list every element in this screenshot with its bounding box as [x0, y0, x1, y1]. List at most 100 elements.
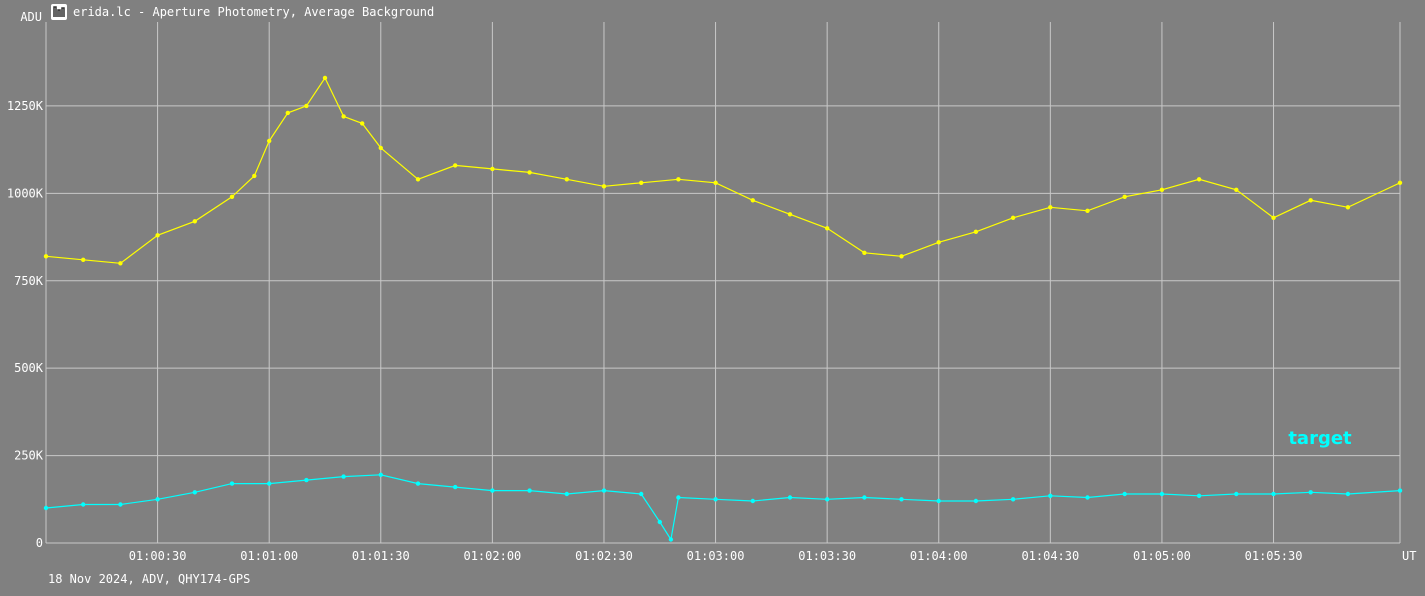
data-point [415, 177, 421, 182]
data-point [1271, 491, 1276, 497]
x-tick-label: 01:04:30 [1021, 549, 1079, 563]
data-point [252, 173, 257, 179]
data-point [713, 497, 718, 502]
data-point [118, 502, 123, 507]
data-point [43, 254, 49, 259]
target-series-label: target [1288, 428, 1352, 449]
light-curve-app-icon-glyph [53, 6, 65, 17]
x-axis-label: UT [1402, 549, 1416, 563]
data-point [81, 502, 86, 507]
data-point [1010, 215, 1016, 220]
data-point [415, 481, 421, 486]
data-point [155, 233, 160, 238]
data-point [750, 498, 755, 504]
data-point [1308, 198, 1313, 203]
data-point [1271, 215, 1276, 220]
data-point [1308, 490, 1313, 495]
data-point [973, 229, 979, 234]
data-point [601, 184, 607, 189]
data-point [973, 498, 979, 504]
data-point [229, 481, 235, 486]
data-point [1048, 493, 1053, 498]
y-tick-label: 0 [36, 536, 43, 550]
data-point [490, 488, 495, 493]
data-point [304, 103, 309, 109]
x-tick-label: 01:03:00 [687, 549, 745, 563]
data-point [1122, 194, 1127, 199]
data-point [936, 240, 941, 245]
x-tick-label: 01:05:30 [1245, 549, 1303, 563]
data-point [341, 114, 346, 119]
x-tick-label: 01:03:30 [798, 549, 856, 563]
window-title: erida.lc - Aperture Photometry, Average … [73, 5, 435, 19]
data-point [192, 219, 197, 224]
data-point [787, 212, 793, 217]
y-tick-label: 750K [14, 274, 44, 288]
x-tick-label: 01:01:00 [240, 549, 298, 563]
data-point [527, 170, 532, 175]
data-point [1397, 180, 1403, 185]
data-point [1345, 491, 1351, 497]
data-point [43, 505, 49, 511]
data-point [360, 121, 365, 126]
data-point [899, 497, 904, 502]
data-point [1234, 491, 1239, 497]
data-point [527, 488, 532, 493]
series-line-1 [45, 474, 1401, 542]
x-tick-label: 01:02:30 [575, 549, 633, 563]
data-point [1196, 177, 1202, 182]
data-point [155, 497, 160, 502]
data-point [862, 495, 867, 500]
data-point [564, 491, 569, 497]
data-point [676, 495, 681, 500]
data-point [285, 110, 290, 116]
x-tick-label: 01:04:00 [910, 549, 968, 563]
data-point [1397, 488, 1403, 493]
x-tick-label: 01:00:30 [129, 549, 187, 563]
x-tick-label: 01:01:30 [352, 549, 410, 563]
data-point [1010, 497, 1016, 502]
data-point [453, 163, 458, 168]
data-point [899, 254, 904, 259]
data-point [490, 166, 495, 172]
y-tick-label: 500K [14, 361, 44, 375]
data-point [267, 138, 272, 144]
data-point [668, 537, 674, 542]
x-tick-label: 01:02:00 [463, 549, 521, 563]
window-title-bar: erida.lc - Aperture Photometry, Average … [51, 3, 434, 21]
data-point [118, 261, 123, 266]
data-point [453, 484, 458, 490]
data-point [1345, 205, 1351, 210]
data-point [267, 481, 272, 486]
light-curve-app-icon[interactable] [51, 4, 67, 20]
data-point [639, 491, 644, 497]
data-point [341, 474, 346, 479]
data-point [713, 180, 718, 185]
data-point [1085, 208, 1090, 213]
data-point [825, 497, 830, 502]
data-point [657, 519, 662, 525]
data-point [1048, 205, 1053, 210]
data-point [862, 250, 867, 255]
observation-info: 18 Nov 2024, ADV, QHY174-GPS [48, 572, 251, 586]
data-point [192, 490, 197, 495]
data-point [1159, 491, 1165, 497]
y-axis-label: ADU [20, 10, 42, 24]
data-point [750, 198, 755, 203]
data-point [936, 498, 941, 504]
data-point [229, 194, 235, 199]
data-point [639, 180, 644, 185]
data-point [304, 477, 309, 483]
x-tick-label: 01:05:00 [1133, 549, 1191, 563]
y-tick-label: 1000K [7, 186, 44, 200]
data-point [825, 226, 830, 231]
data-point [322, 75, 328, 81]
data-point [1234, 187, 1239, 192]
data-point [564, 177, 569, 182]
data-point [601, 488, 607, 493]
data-point [787, 495, 793, 500]
data-point [1122, 491, 1127, 497]
y-tick-label: 250K [14, 449, 44, 463]
data-point [378, 145, 383, 151]
